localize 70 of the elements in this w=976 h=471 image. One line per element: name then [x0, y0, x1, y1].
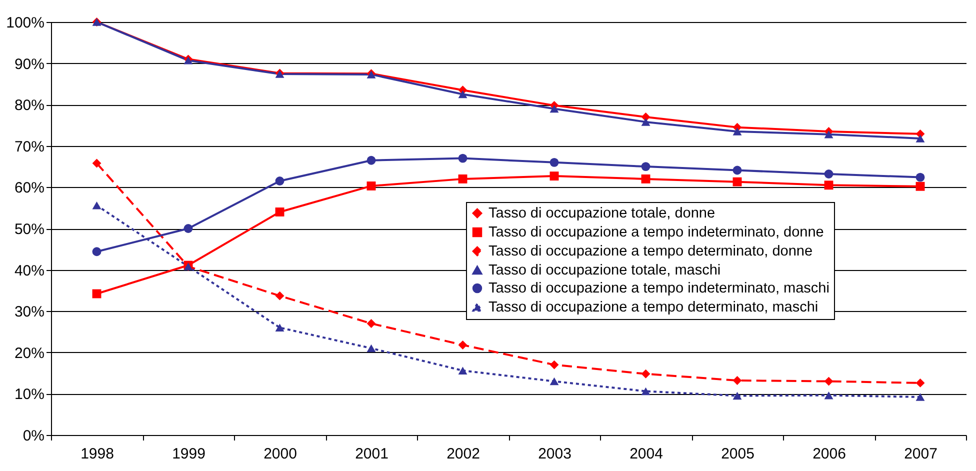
- x-tick-label: 2000: [264, 446, 297, 462]
- point: [824, 180, 834, 190]
- point: [641, 369, 650, 378]
- point: [916, 378, 925, 388]
- point: [366, 344, 376, 352]
- legend-label: Tasso di occupazione a tempo indeterminato, maschi: [488, 280, 830, 296]
- point: [732, 392, 742, 400]
- x-tick-label: 1999: [172, 446, 206, 462]
- point: [550, 104, 559, 113]
- y-tick-label: 90%: [14, 56, 44, 73]
- point: [732, 128, 742, 136]
- point: [92, 158, 102, 168]
- point: [458, 90, 468, 98]
- point: [275, 208, 284, 216]
- point: [458, 366, 468, 374]
- point: [550, 158, 559, 167]
- x-tick-label: 1998: [80, 446, 114, 462]
- point: [92, 289, 102, 298]
- point: [732, 177, 742, 186]
- point: [366, 319, 376, 328]
- point: [458, 154, 468, 163]
- point: [641, 118, 650, 126]
- y-tick-label: 10%: [14, 386, 44, 404]
- y-tick-label: 40%: [14, 262, 44, 280]
- point: [916, 182, 925, 191]
- point: [184, 224, 193, 233]
- x-tick-label: 2004: [630, 446, 663, 462]
- point: [275, 291, 284, 300]
- y-tick-label: 50%: [14, 221, 44, 238]
- x-tick-label: 2002: [446, 446, 480, 462]
- point: [824, 130, 834, 138]
- y-tick-label: 0%: [22, 428, 44, 444]
- point: [550, 377, 559, 386]
- point: [824, 376, 834, 386]
- x-tick-label: 2006: [812, 446, 846, 462]
- point: [641, 162, 650, 172]
- point: [366, 156, 376, 165]
- y-tick-label: 100%: [6, 14, 44, 32]
- point: [916, 172, 925, 182]
- y-tick-label: 30%: [14, 304, 44, 321]
- point: [366, 181, 376, 190]
- legend-label: Tasso di occupazione totale, maschi: [488, 262, 721, 278]
- point: [824, 391, 834, 400]
- legend-label: Tasso di occupazione a tempo indeterminato, donne: [488, 224, 824, 240]
- point: [824, 170, 834, 178]
- point: [550, 360, 559, 370]
- y-tick-label: 60%: [14, 180, 44, 197]
- legend-label: Tasso di occupazione a tempo determinato, donne: [488, 243, 813, 260]
- point: [641, 387, 650, 396]
- point: [916, 134, 925, 142]
- point: [458, 340, 468, 350]
- point: [732, 166, 742, 175]
- x-tick-label: 2007: [904, 446, 938, 462]
- y-tick-label: 20%: [14, 344, 44, 362]
- y-tick-label: 70%: [14, 138, 44, 156]
- point: [275, 176, 284, 186]
- point: [275, 324, 284, 332]
- x-tick-label: 2001: [355, 446, 388, 462]
- legend-label: Tasso di occupazione a tempo determinato, maschi: [488, 299, 818, 316]
- point: [92, 247, 102, 256]
- x-tick-label: 2005: [721, 446, 754, 462]
- legend-label: Tasso di occupazione totale, donne: [488, 205, 716, 222]
- x-tick-label: 2003: [538, 446, 572, 462]
- point: [732, 376, 742, 385]
- point: [458, 174, 468, 184]
- point: [916, 393, 925, 401]
- point: [550, 172, 559, 181]
- point: [92, 202, 102, 210]
- point: [641, 174, 650, 184]
- y-tick-label: 80%: [14, 97, 44, 114]
